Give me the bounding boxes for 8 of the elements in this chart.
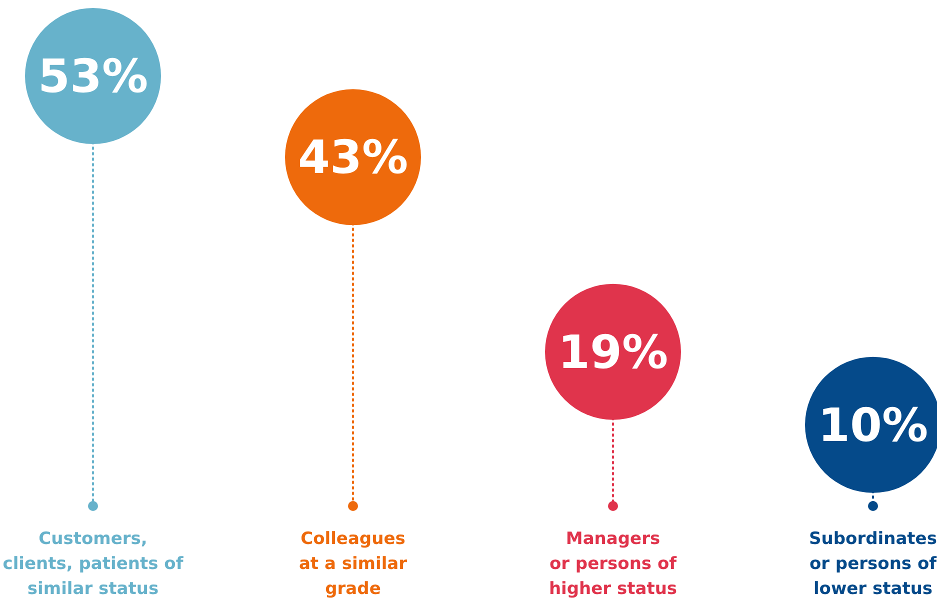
data-label: 43%	[298, 130, 408, 184]
x-tick-label: Managers or persons of higher status	[548, 529, 678, 599]
x-tick-label: Colleagues at a similar grade	[298, 529, 408, 599]
x-tick-label: Subordinates or persons of lower status	[809, 529, 937, 599]
data-label: 19%	[558, 324, 668, 379]
x-tick-label: Customers, clients, patients of similar status	[2, 529, 184, 599]
data-label: 10%	[818, 398, 928, 452]
data-label: 53%	[38, 49, 148, 103]
